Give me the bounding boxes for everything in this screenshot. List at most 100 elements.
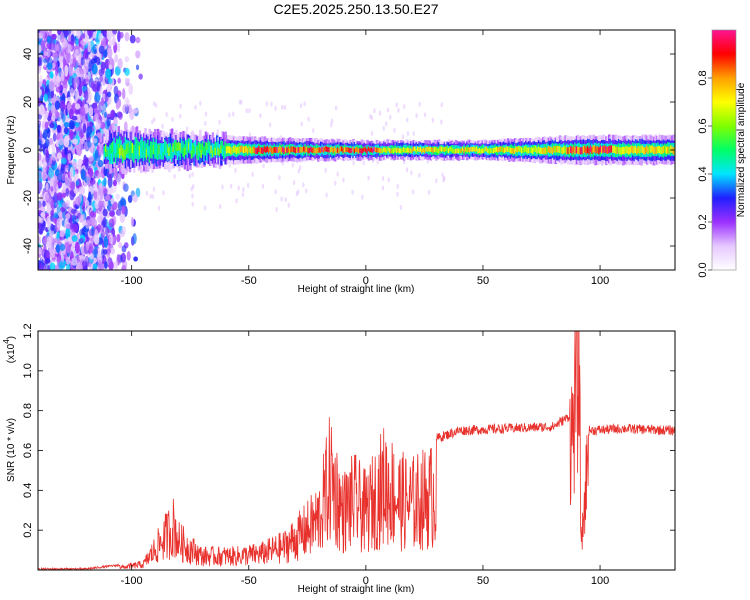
- heatmap-cell: [49, 252, 55, 259]
- heatmap-band-cell: [217, 140, 220, 154]
- heatmap-cell: [46, 42, 51, 49]
- heatmap-band-cell: [460, 148, 463, 154]
- heatmap-cell: [77, 263, 83, 270]
- heatmap-band-cell: [540, 147, 543, 154]
- heatmap-cell: [102, 30, 108, 36]
- heatmap-cell: [171, 116, 174, 122]
- heatmap-band-cell: [481, 148, 484, 154]
- heatmap-cell: [50, 199, 55, 209]
- heatmap-cell: [412, 131, 415, 137]
- heatmap-cell: [65, 227, 71, 240]
- heatmap-cell: [307, 116, 310, 122]
- heatmap-cell: [61, 192, 67, 198]
- heatmap-band-cell: [627, 147, 631, 155]
- y-tick-label: 20: [22, 96, 34, 108]
- heatmap-cell: [295, 191, 299, 197]
- heatmap-band-cell: [560, 146, 563, 154]
- heatmap-band-cell: [158, 145, 161, 155]
- heatmap-cell: [204, 111, 208, 117]
- heatmap-band-cell: [454, 148, 458, 154]
- heatmap-band-cell: [600, 146, 604, 154]
- heatmap-cell: [69, 54, 74, 65]
- heatmap-band-cell: [187, 142, 191, 151]
- heatmap-cell: [299, 103, 303, 109]
- heatmap-cell: [262, 163, 265, 169]
- heatmap-cell: [100, 229, 105, 238]
- heatmap-cell: [334, 180, 337, 186]
- heatmap-band-cell: [134, 136, 137, 155]
- heatmap-cell: [92, 138, 98, 144]
- heatmap-cell: [86, 126, 93, 136]
- heatmap-band-cell: [515, 146, 518, 153]
- heatmap-cell: [82, 205, 86, 213]
- heatmap-cell: [378, 110, 382, 116]
- heatmap-band-cell: [141, 148, 144, 158]
- heatmap-cell: [297, 168, 301, 174]
- heatmap-cell: [87, 71, 91, 80]
- heatmap-cell: [116, 42, 121, 53]
- heatmap-cell: [103, 200, 109, 207]
- heatmap-band-cell: [197, 141, 201, 150]
- spectrogram-heatmap: [38, 30, 675, 270]
- heatmap-cell: [74, 125, 81, 132]
- heatmap-band-cell: [513, 148, 517, 154]
- heatmap-cell: [59, 243, 66, 252]
- heatmap-band-cell: [362, 148, 365, 153]
- heatmap-band-cell: [609, 145, 612, 153]
- heatmap-band-cell: [433, 147, 437, 152]
- heatmap-band-cell: [329, 147, 333, 153]
- heatmap-band-cell: [595, 146, 598, 154]
- heatmap-band-cell: [163, 144, 167, 154]
- heatmap-cell: [173, 173, 176, 179]
- heatmap-band-cell: [223, 146, 226, 160]
- heatmap-cell: [106, 30, 113, 41]
- heatmap-band-cell: [363, 146, 366, 152]
- y-tick-label: -40: [22, 238, 34, 254]
- heatmap-cell: [109, 210, 115, 217]
- heatmap-band-cell: [246, 147, 250, 155]
- top-y-axis-label: Frequency (Hz): [6, 116, 17, 185]
- heatmap-cell: [38, 44, 42, 54]
- heatmap-cell: [245, 108, 248, 114]
- heatmap-cell: [68, 176, 73, 185]
- heatmap-band-cell: [303, 146, 306, 152]
- heatmap-cell: [99, 74, 103, 83]
- heatmap-band-cell: [466, 147, 469, 153]
- heatmap-cell: [418, 101, 421, 107]
- heatmap-band-cell: [662, 145, 666, 154]
- heatmap-cell: [71, 138, 78, 145]
- heatmap-band-cell: [561, 147, 565, 155]
- heatmap-band-cell: [190, 150, 194, 159]
- heatmap-cell: [405, 167, 409, 173]
- heatmap-cell: [302, 182, 305, 188]
- heatmap-band-cell: [518, 145, 521, 152]
- heatmap-cell: [39, 224, 44, 235]
- heatmap-band-cell: [596, 146, 600, 154]
- heatmap-band-cell: [230, 147, 233, 155]
- heatmap-band-cell: [629, 147, 632, 155]
- heatmap-band-cell: [294, 147, 298, 154]
- heatmap-band-cell: [220, 145, 223, 154]
- heatmap-band-cell: [579, 147, 583, 155]
- heatmap-cell: [116, 233, 121, 243]
- heatmap-band-cell: [398, 148, 402, 154]
- heatmap-cell: [84, 57, 90, 67]
- heatmap-band-cell: [280, 147, 284, 154]
- heatmap-band-cell: [508, 146, 511, 153]
- heatmap-cell: [116, 209, 122, 216]
- heatmap-cell: [251, 172, 254, 178]
- heatmap-cell: [38, 146, 44, 153]
- heatmap-cell: [396, 184, 399, 190]
- heatmap-cell: [431, 117, 435, 123]
- heatmap-cell: [38, 152, 42, 161]
- heatmap-cell: [152, 101, 156, 107]
- heatmap-band-cell: [393, 148, 396, 154]
- heatmap-cell: [440, 119, 443, 125]
- colorbar-tick-label: 0.0: [697, 262, 709, 277]
- heatmap-cell: [283, 105, 287, 111]
- heatmap-cell: [49, 262, 56, 270]
- heatmap-cell: [274, 189, 277, 195]
- heatmap-cell: [44, 121, 49, 130]
- y-tick-label: 0.6: [22, 443, 34, 458]
- heatmap-cell: [403, 104, 406, 110]
